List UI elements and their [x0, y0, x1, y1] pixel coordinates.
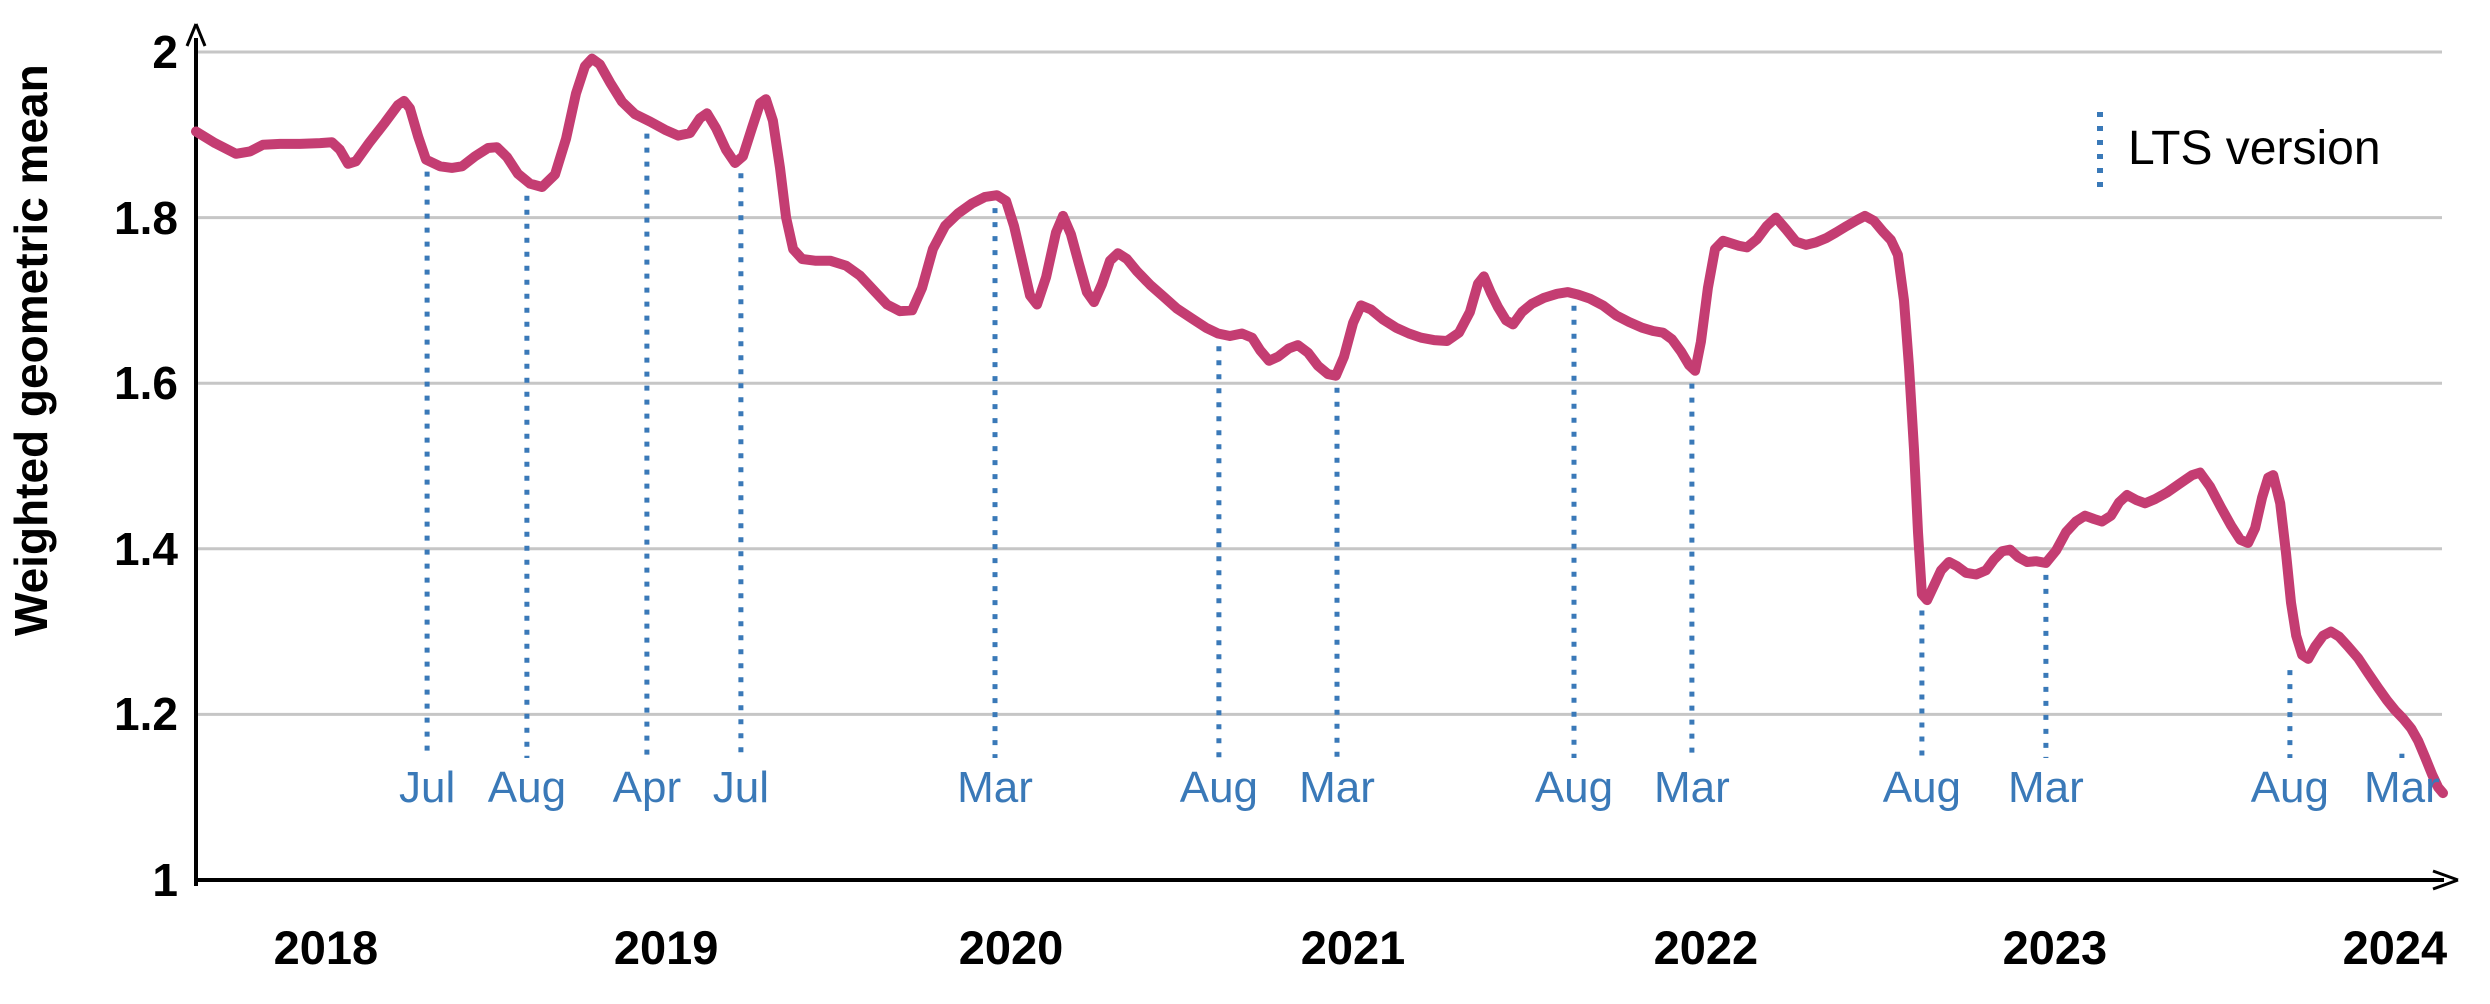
y-tick-label: 2	[152, 26, 178, 78]
lts-month-label: Aug	[2250, 763, 2329, 812]
line-series	[191, 53, 2448, 799]
lts-month-label: Mar	[2008, 763, 2084, 812]
lts-month-label: Aug	[1534, 763, 1614, 812]
x-tick-label: 2018	[273, 921, 379, 974]
x-tick-label: 2023	[2002, 921, 2108, 974]
y-tick-label: 1	[152, 854, 178, 906]
lts-marker-lines	[424, 133, 2405, 758]
lts-month-label: Apr	[612, 763, 682, 812]
y-tick-label: 1.2	[114, 688, 178, 741]
lts-month-label: Jul	[398, 763, 456, 812]
x-tick-label: 2020	[958, 921, 1064, 974]
lts-month-label: Mar	[1654, 763, 1730, 812]
gridlines	[196, 50, 2442, 716]
lts-month-label: Aug	[1179, 763, 1259, 812]
lts-month-label: Aug	[1882, 763, 1962, 812]
lts-month-label: Aug	[487, 763, 567, 812]
lts-month-label: Mar	[1299, 763, 1375, 812]
x-tick-label: 2024	[2342, 921, 2448, 974]
y-tick-label: 1.8	[114, 191, 178, 244]
lts-month-label: Mar	[2364, 763, 2440, 812]
x-tick-label: 2021	[1300, 921, 1406, 974]
x-tick-label: 2022	[1653, 921, 1759, 974]
x-tick-label: 2019	[613, 921, 719, 974]
lts-month-label: Mar	[957, 763, 1033, 812]
axes	[185, 23, 2459, 891]
y-tick-label: 1.4	[114, 522, 178, 575]
legend-label: LTS version	[2128, 122, 2381, 175]
lts-month-label: Jul	[712, 763, 769, 812]
y-tick-label: 1.6	[114, 357, 178, 410]
